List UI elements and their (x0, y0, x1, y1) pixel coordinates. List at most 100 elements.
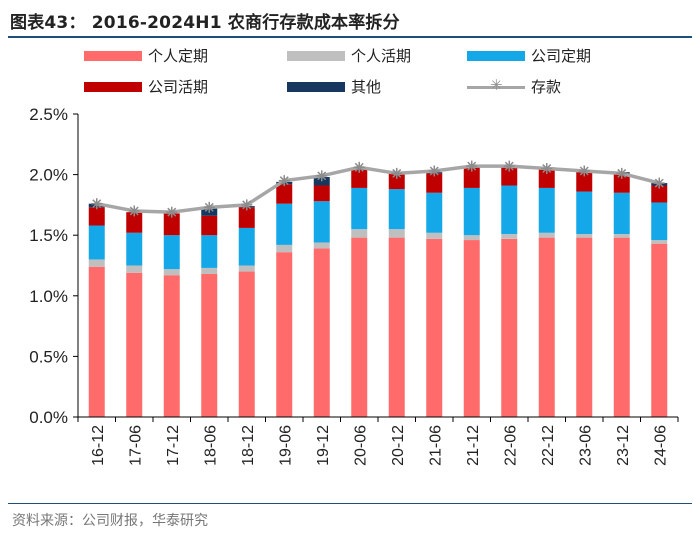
bar-segment (313, 242, 330, 249)
bar-segment (501, 164, 518, 186)
legend-swatch-personal-demand (287, 50, 345, 61)
x-tick-label: 23-12 (615, 425, 632, 466)
legend-swatch-other (287, 81, 345, 92)
bar-segment (276, 252, 293, 417)
bar-segment (276, 244, 293, 253)
deposit-line (96, 164, 660, 214)
bar-segment (163, 235, 180, 270)
bar-segment (126, 272, 143, 417)
bar-segment (126, 212, 143, 233)
bar-segment (351, 187, 368, 230)
bar-segment (388, 189, 405, 230)
legend-swatch-personal-term (84, 50, 142, 61)
deposit-point (616, 167, 628, 179)
legend-swatch-deposit-line (467, 76, 525, 95)
y-tick-label: 1.0% (29, 287, 68, 306)
bar-segment (163, 213, 180, 236)
bar-segment (651, 185, 668, 203)
x-tick-label: 23-06 (577, 425, 594, 466)
bar-segment (538, 237, 555, 417)
y-tick-label: 0.5% (29, 347, 68, 366)
bar-segment (388, 237, 405, 417)
bar-segment (501, 238, 518, 417)
x-tick-label: 20-06 (352, 425, 369, 466)
deposit-point (166, 206, 178, 218)
x-tick-label: 18-06 (202, 425, 219, 466)
bar-segment (426, 173, 443, 193)
bar-segment (426, 232, 443, 239)
bar-segment (651, 243, 668, 417)
deposit-point (541, 163, 553, 175)
bar-segment (501, 185, 518, 234)
bar-segment (613, 173, 630, 193)
bar-segment (351, 237, 368, 417)
bar-segment (313, 248, 330, 417)
bar-segment (576, 172, 593, 192)
bar-segment (613, 233, 630, 238)
legend-item-deposit: 存款 (467, 76, 561, 97)
legend-label-personal-demand: 个人活期 (351, 47, 412, 65)
bar-segment (88, 259, 105, 267)
bar-segment (576, 233, 593, 238)
legend-item-other: 其他 (287, 76, 381, 97)
bar-segment (651, 202, 668, 241)
deposit-point (391, 167, 403, 179)
bar-segment (613, 237, 630, 417)
legend-label-other: 其他 (351, 78, 382, 96)
bar-segment (126, 265, 143, 273)
x-tick-label: 19-12 (315, 425, 332, 466)
deposit-point (203, 201, 215, 213)
bar-segment (576, 191, 593, 234)
chart-title: 图表43： 2016-2024H1 农商行存款成本率拆分 (10, 13, 400, 33)
legend-label-deposit: 存款 (531, 78, 562, 96)
bar-segment (463, 240, 480, 417)
legend-swatch-corporate-demand (84, 81, 142, 92)
bar-segment (201, 267, 218, 274)
bar-segment (538, 167, 555, 188)
bar-segment (88, 225, 105, 260)
bar-segment (426, 192, 443, 233)
deposit-point (653, 177, 665, 189)
title-rule (8, 36, 692, 38)
bar-segment (238, 265, 255, 272)
deposit-point (428, 165, 440, 177)
x-tick-label: 21-06 (427, 425, 444, 466)
x-tick-label: 18-12 (240, 425, 257, 466)
bar-segment (201, 273, 218, 417)
bar-segment (238, 207, 255, 228)
bar-segment (538, 187, 555, 233)
bar-segment (351, 229, 368, 238)
bar-segment (463, 167, 480, 188)
deposit-point (578, 165, 590, 177)
deposit-point (241, 199, 253, 211)
legend-label-corporate-term: 公司定期 (531, 47, 592, 65)
y-tick-label: 2.0% (29, 166, 68, 185)
bar-segment (88, 207, 105, 226)
bar-segment (351, 169, 368, 188)
bar-segment (576, 237, 593, 417)
x-tick-label: 22-12 (540, 425, 557, 466)
bar-segment (238, 227, 255, 266)
bar-segment (388, 229, 405, 238)
deposit-point (278, 175, 290, 187)
legend-item-corporate-term: 公司定期 (467, 45, 591, 66)
legend-item-corporate-demand: 公司活期 (84, 76, 208, 97)
legend: 个人定期 个人活期 公司定期 公司活期 其他 存款 (0, 40, 700, 110)
bar-segment (276, 203, 293, 245)
y-tick-label: 1.5% (29, 226, 68, 245)
deposit-point (91, 198, 103, 210)
bar-segment (313, 185, 330, 202)
legend-item-personal-term: 个人定期 (84, 45, 208, 66)
y-tick-label: 2.5% (29, 105, 68, 124)
bar-segment (88, 266, 105, 417)
deposit-point (128, 205, 140, 217)
bar-segment (163, 275, 180, 417)
bar-segment (613, 192, 630, 234)
legend-label-corporate-demand: 公司活期 (148, 78, 209, 96)
bar-segment (126, 232, 143, 266)
deposit-point (503, 160, 515, 172)
x-tick-label: 24-06 (652, 425, 669, 466)
deposit-point (316, 170, 328, 182)
bar-segment (651, 240, 668, 244)
